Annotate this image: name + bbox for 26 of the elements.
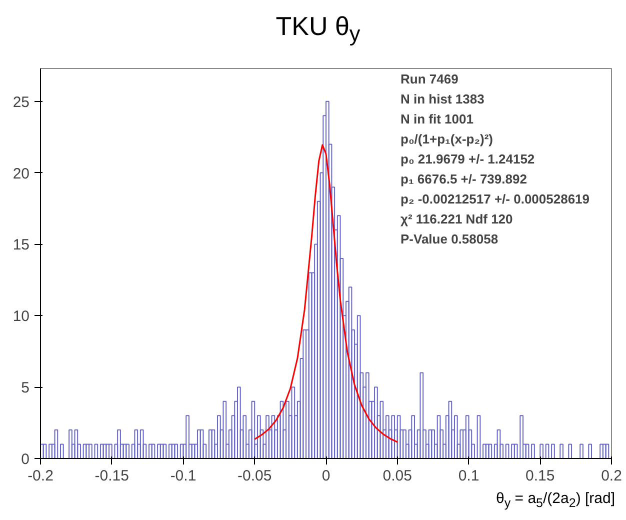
chart-title: TKU θ$_{y}$ xyxy=(276,10,360,48)
x-tick-label: 0 xyxy=(322,468,330,484)
y-tick-label: 10 xyxy=(12,308,30,326)
annotation: P-Value 0.58058 xyxy=(400,232,498,246)
x-tick-label: -0.05 xyxy=(238,468,272,484)
y-tick-label: 25 xyxy=(12,94,30,111)
x-axis-title: θ$_{y}$ = a$_{5}$/(2a$_{2}$) [rad] xyxy=(496,489,615,512)
y-tick-label: 20 xyxy=(12,165,30,182)
annotation: N in fit 1001 xyxy=(400,112,474,126)
x-tick-label: -0.1 xyxy=(170,468,196,484)
annotation: p₀ 21.9679 +/- 1.24152 xyxy=(400,152,535,166)
annotation: N in hist 1383 xyxy=(400,92,484,106)
y-tick-label: 5 xyxy=(21,380,30,397)
x-tick-label: 0.05 xyxy=(382,468,412,484)
y-tick-label: 0 xyxy=(21,451,30,468)
y-tick-label: 15 xyxy=(12,236,30,254)
annotation: Run 7469 xyxy=(400,72,458,86)
x-tick-label: -0.2 xyxy=(28,468,54,484)
x-tick-label: -0.15 xyxy=(94,468,129,484)
x-tick-label: 0.1 xyxy=(458,468,480,484)
annotation: p₂ -0.00212517 +/- 0.000528619 xyxy=(400,192,590,206)
annotation: p₁ 6676.5 +/- 739.892 xyxy=(400,172,527,186)
x-tick-label: 0.2 xyxy=(601,468,622,484)
annotation: p₀/(1+p₁(x-p₂)²) xyxy=(400,132,493,146)
x-tick-label: 0.15 xyxy=(526,468,555,484)
annotation: χ² 116.221 Ndf 120 xyxy=(400,212,513,226)
